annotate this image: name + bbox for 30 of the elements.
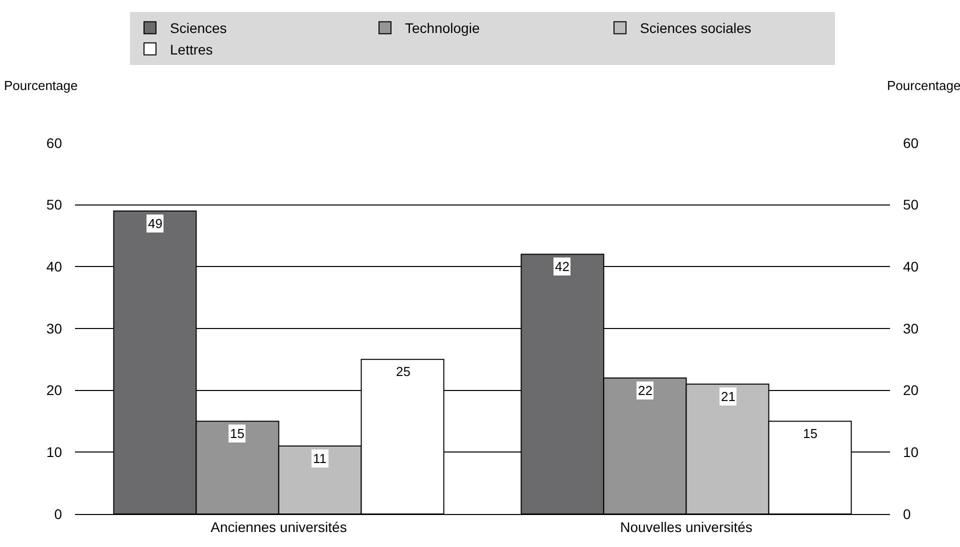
legend-label: Technologie	[405, 20, 480, 36]
data-label: 15	[230, 426, 244, 441]
data-label: 42	[555, 259, 570, 274]
data-label: 15	[803, 426, 818, 441]
legend-label: Sciences	[170, 20, 227, 36]
y2-axis-title: Pourcentage	[887, 78, 960, 93]
y-tick-label: 60	[46, 134, 62, 151]
y2-tick-label: 20	[903, 382, 919, 398]
data-label: 49	[148, 216, 162, 231]
y2-tick-label: 40	[903, 258, 919, 275]
y-tick-label: 30	[46, 320, 62, 336]
legend-label: Sciences sociales	[640, 20, 752, 36]
x-tick-label: Nouvelles universités	[620, 518, 752, 535]
y-tick-label: 0	[54, 506, 62, 522]
y-tick-label: 20	[46, 382, 62, 398]
y-tick-label: 40	[46, 258, 62, 275]
data-label: 11	[313, 451, 326, 466]
y2-tick-label: 50	[903, 196, 919, 213]
legend-label: Lettres	[170, 41, 213, 58]
data-label: 22	[638, 383, 652, 398]
y2-tick-label: 0	[903, 506, 911, 522]
y-tick-label: 10	[46, 444, 62, 460]
data-label: 21	[721, 389, 736, 404]
y2-tick-label: 30	[903, 320, 919, 336]
y2-tick-label: 10	[903, 444, 919, 460]
y-tick-label: 50	[46, 196, 62, 213]
y-axis-title: Pourcentage	[4, 78, 78, 93]
y2-tick-label: 60	[903, 134, 919, 151]
data-label: 25	[396, 364, 410, 379]
x-tick-label: Anciennes universités	[210, 518, 347, 535]
